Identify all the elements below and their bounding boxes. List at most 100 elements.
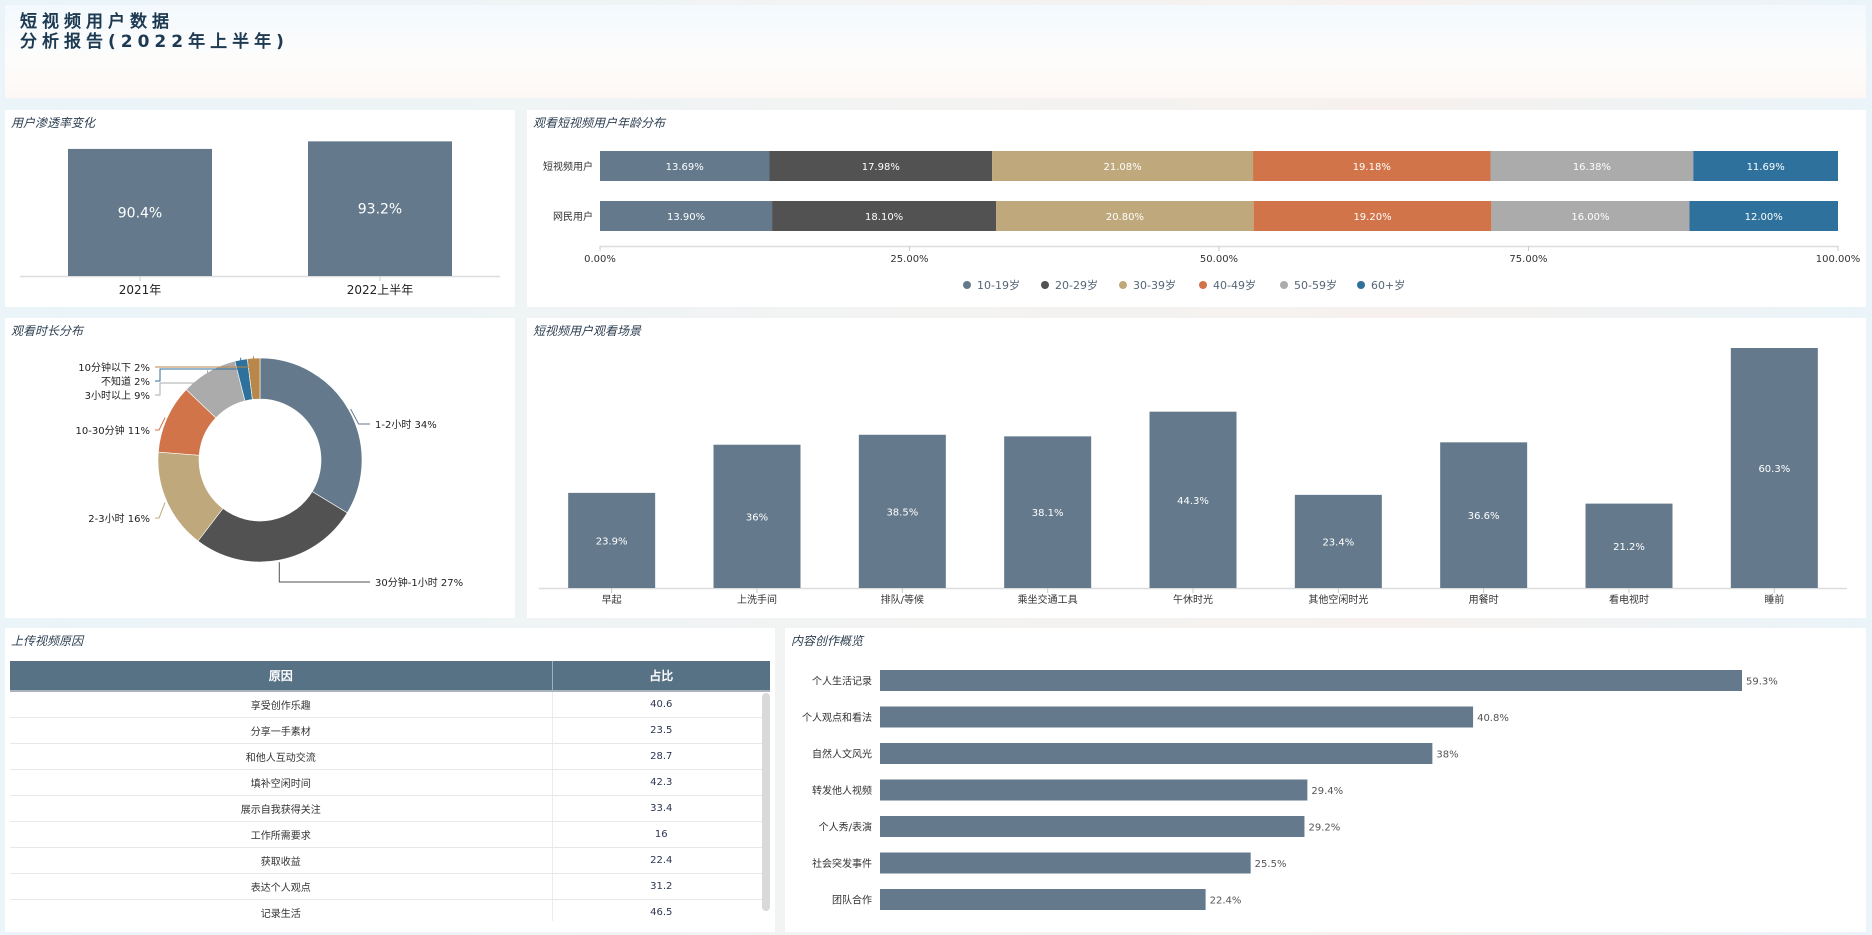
table-header-row: 原因 占比 [10,661,770,692]
slice-label-5: 不知道 2% [101,375,150,388]
segment-1-1 [772,201,997,231]
table-row[interactable]: 获取收益 22.4 [10,847,770,874]
cell-share: 42.3 [552,769,770,796]
slice-label-3: 10-30分钟 11% [76,424,150,437]
bar-label-0: 23.9% [596,536,628,547]
leader-line-0 [350,408,370,425]
bar-label-7: 21.2% [1613,542,1645,553]
bar-1 [308,141,452,276]
x-tick-label-1: 2022上半年 [347,283,414,297]
segment-label-0-0: 13.69% [666,162,704,173]
segment-label-0-4: 16.38% [1573,162,1611,173]
segment-label-1-1: 18.10% [865,212,903,223]
age-chart: 短视频用户 13.69% 17.98% 21.08% 19.18% 16.38% 11.69… [543,151,1861,292]
legend-marker-2 [1119,281,1127,289]
leader-line-3 [155,417,166,431]
bar-label-1: 36% [746,512,768,523]
upload-title: 上传视频原因 [11,634,84,648]
upload-table-container[interactable]: 原因 占比 享受创作乐趣 40.6 分享一手素材 23.5 和他人互动交流 28.7 填补空… [10,661,770,921]
x-tick-label-1: 上洗手间 [737,593,777,606]
bar-5 [1294,494,1382,588]
leader-line-5 [155,357,242,382]
segment-label-1-5: 12.00% [1745,212,1783,223]
table-row[interactable]: 工作所需要求 16 [10,821,770,848]
segment-0-2 [992,151,1254,181]
segment-0-3 [1253,151,1491,181]
penetration-title: 用户渗透率变化 [11,116,96,130]
table-row[interactable]: 展示自我获得关注 33.4 [10,795,770,822]
cell-reason: 和他人互动交流 [10,743,553,770]
penetration-chart: 90.4% 2021年 93.2% 2022上半年 [20,141,500,297]
bar-label-1: 93.2% [358,202,402,218]
duration-panel: 观看时长分布 1-2小时 34% 30分钟-1小时 27% 2-3小时 16% 10-… [5,318,515,618]
bar-label-5: 25.5% [1255,859,1287,870]
x-tick-label-2: 排队/等候 [881,593,924,606]
segment-label-1-3: 19.20% [1353,212,1391,223]
bar-label-3: 29.4% [1311,786,1343,797]
segment-0-4 [1490,151,1694,181]
duration-chart: 1-2小时 34% 30分钟-1小时 27% 2-3小时 16% 10-30分钟 11… [76,356,463,589]
legend-marker-0 [963,281,971,289]
slice-label-0: 1-2小时 34% [375,419,437,431]
x-tick-label-1: 25.00% [890,254,928,265]
x-tick-label-8: 睡前 [1764,593,1784,606]
age-title: 观看短视频用户年龄分布 [533,116,666,130]
segment-label-0-5: 11.69% [1747,162,1785,173]
cell-reason: 分享一手素材 [10,717,553,744]
bar-label-4: 44.3% [1177,496,1209,507]
table-row[interactable]: 记录生活 46.5 [10,899,770,921]
bar-5 [880,852,1251,874]
y-label-3: 转发他人视频 [812,784,872,797]
cell-reason: 享受创作乐趣 [10,691,553,718]
content-panel: 内容创作概览 个人生活记录 59.3% 个人观点和看法 40.8% 自然人文风光 38% 转… [785,628,1866,932]
content-chart: 个人生活记录 59.3% 个人观点和看法 40.8% 自然人文风光 38% 转发他人视频 29… [802,670,1778,910]
cell-share: 23.5 [552,717,770,744]
table-row[interactable]: 表达个人观点 31.2 [10,873,770,900]
table-row[interactable]: 和他人互动交流 28.7 [10,743,770,770]
x-tick-label-4: 午休时光 [1173,593,1213,606]
x-tick-label-5: 其他空闲时光 [1308,593,1368,606]
y-label-5: 社会突发事件 [812,857,872,870]
upload-table: 原因 占比 享受创作乐趣 40.6 分享一手素材 23.5 和他人互动交流 28.7 填补空… [10,661,770,921]
bar-label-2: 38.5% [886,507,918,518]
bar-label-0: 59.3% [1746,677,1778,688]
content-title: 内容创作概览 [791,634,864,648]
y-label-0: 短视频用户 [543,160,593,173]
x-tick-label-6: 用餐时 [1469,593,1499,606]
page-title-line1: 短视频用户数据 [20,12,174,32]
y-label-4: 个人秀/表演 [819,821,872,834]
segment-0-0 [600,151,770,181]
legend-label-0: 10-19岁 [977,278,1020,292]
scenes-title: 短视频用户观看场景 [533,324,642,338]
slice-6 [247,357,261,400]
bar-3 [1004,436,1092,588]
segment-label-0-3: 19.18% [1353,162,1391,173]
y-label-0: 个人生活记录 [812,675,872,688]
table-row[interactable]: 填补空闲时间 42.3 [10,769,770,796]
x-tick-label-4: 100.00% [1816,254,1861,265]
cell-share: 31.2 [552,873,770,900]
slice-label-1: 30分钟-1小时 27% [375,576,463,589]
bar-0 [68,148,212,276]
cell-reason: 展示自我获得关注 [10,795,553,822]
bar-6 [1440,442,1528,588]
table-scrollbar[interactable] [762,693,770,911]
column-header-reason[interactable]: 原因 [10,661,553,692]
table-row[interactable]: 分享一手素材 23.5 [10,717,770,744]
slice-label-2: 2-3小时 16% [88,513,150,525]
leader-line-4 [155,370,209,396]
column-header-share[interactable]: 占比 [552,661,770,692]
bar-6 [880,889,1206,910]
bar-label-5: 23.4% [1322,537,1354,548]
legend-marker-1 [1041,281,1049,289]
bar-label-8: 60.3% [1758,464,1790,475]
segment-0-5 [1693,151,1838,181]
legend-label-3: 40-49岁 [1213,278,1256,292]
leader-line-1 [278,562,370,583]
segment-1-0 [600,201,773,231]
bar-7 [1585,503,1673,588]
bar-1 [713,444,801,588]
table-row[interactable]: 享受创作乐趣 40.6 [10,691,770,718]
y-label-1: 个人观点和看法 [802,711,872,724]
bar-label-2: 38% [1436,750,1458,761]
